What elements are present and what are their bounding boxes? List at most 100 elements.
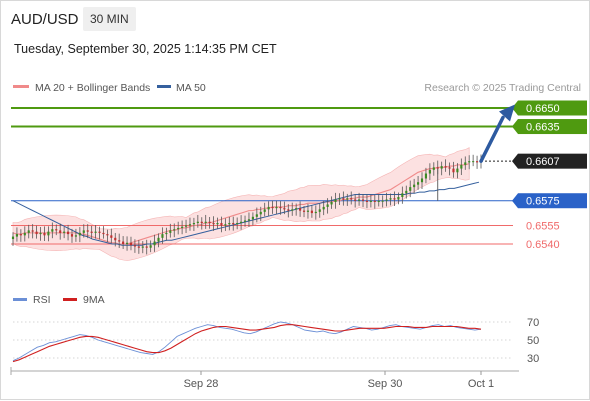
candle [267, 201, 270, 217]
ma50-legend-swatch [157, 85, 171, 88]
candle [259, 206, 262, 222]
candle [279, 201, 282, 215]
candle [177, 221, 180, 235]
candle [47, 226, 50, 242]
candle [181, 220, 184, 235]
candle [110, 228, 113, 244]
candle [255, 207, 258, 223]
candle [369, 194, 372, 208]
rsi-tick-30: 30 [527, 353, 539, 365]
candle [306, 203, 310, 219]
ma20-legend-label: MA 20 + Bollinger Bands [35, 82, 150, 94]
candle [385, 192, 388, 207]
candle [464, 156, 467, 170]
candle [310, 205, 313, 218]
candle [373, 194, 376, 209]
candle [291, 202, 294, 216]
level-tag-pointer [512, 153, 518, 169]
candle [417, 176, 420, 190]
candle [330, 196, 333, 209]
candle [432, 162, 435, 176]
candle [129, 236, 133, 251]
attribution-label: Research © 2025 Trading Central [424, 82, 581, 94]
candle [334, 192, 337, 209]
candle [145, 239, 148, 255]
candle [475, 155, 479, 169]
candle [424, 167, 428, 184]
bollinger-band [12, 147, 470, 261]
candle [122, 236, 125, 249]
candle [240, 215, 243, 230]
candle [354, 194, 357, 208]
candle [39, 227, 42, 241]
candle [420, 172, 424, 189]
candle [208, 216, 211, 229]
candle [200, 217, 203, 230]
candle [275, 200, 278, 215]
candle [212, 216, 215, 231]
candle [204, 214, 207, 229]
candle [74, 228, 77, 242]
candle [192, 217, 195, 232]
candle [460, 158, 463, 176]
candle [66, 224, 70, 241]
candle [361, 193, 365, 208]
candle [70, 228, 74, 243]
candle [428, 163, 431, 181]
candle [11, 232, 15, 246]
candle [15, 227, 19, 242]
candle [472, 154, 475, 167]
candle [23, 226, 26, 242]
candle [314, 205, 317, 220]
rsi-legend-label: RSI [33, 294, 51, 306]
candle [397, 192, 400, 205]
candle [63, 227, 66, 239]
candle [106, 229, 109, 243]
candle [141, 241, 144, 254]
candle [102, 226, 105, 239]
candle [236, 217, 239, 230]
candle [27, 224, 30, 239]
level-tag-pointer [512, 193, 518, 209]
candle [413, 178, 416, 194]
candle [169, 223, 172, 238]
candle [153, 234, 156, 252]
candle [31, 224, 34, 239]
time-tick-label: Sep 28 [184, 378, 219, 390]
ma50-legend-label: MA 50 [176, 82, 206, 94]
candles [11, 154, 483, 255]
candle [358, 192, 361, 206]
candle [405, 185, 408, 199]
candle [440, 161, 443, 176]
candle [409, 180, 412, 198]
candle [263, 202, 266, 217]
candle [188, 217, 192, 231]
level-tag-0.6650 [518, 100, 587, 116]
candle [196, 215, 199, 228]
candle [133, 239, 136, 253]
candle [456, 163, 459, 179]
bollinger-band-area [12, 147, 470, 261]
candle [342, 191, 345, 206]
candle [98, 226, 101, 240]
candle [448, 162, 451, 176]
time-axis: Sep 28 Sep 30 Oct 1 [10, 367, 519, 390]
candle [157, 233, 160, 248]
candle [381, 195, 384, 208]
timeframe-badge[interactable]: 30 MIN [83, 7, 136, 31]
candle [243, 215, 247, 227]
ma20-legend-swatch [13, 85, 29, 88]
candle [232, 216, 235, 231]
candle [389, 193, 392, 206]
level-label-0.6540: 0.6540 [526, 239, 560, 251]
symbol-title: AUD/USD [11, 11, 79, 28]
candle [173, 223, 176, 238]
candle [82, 224, 85, 238]
forecast-arrow [479, 104, 515, 163]
level-label-0.6555: 0.6555 [526, 220, 560, 232]
datetime-label: Tuesday, September 30, 2025 1:14:35 PM C… [14, 42, 277, 56]
time-tick-label: Sep 30 [368, 378, 403, 390]
candle [35, 225, 38, 239]
candle [137, 240, 140, 254]
